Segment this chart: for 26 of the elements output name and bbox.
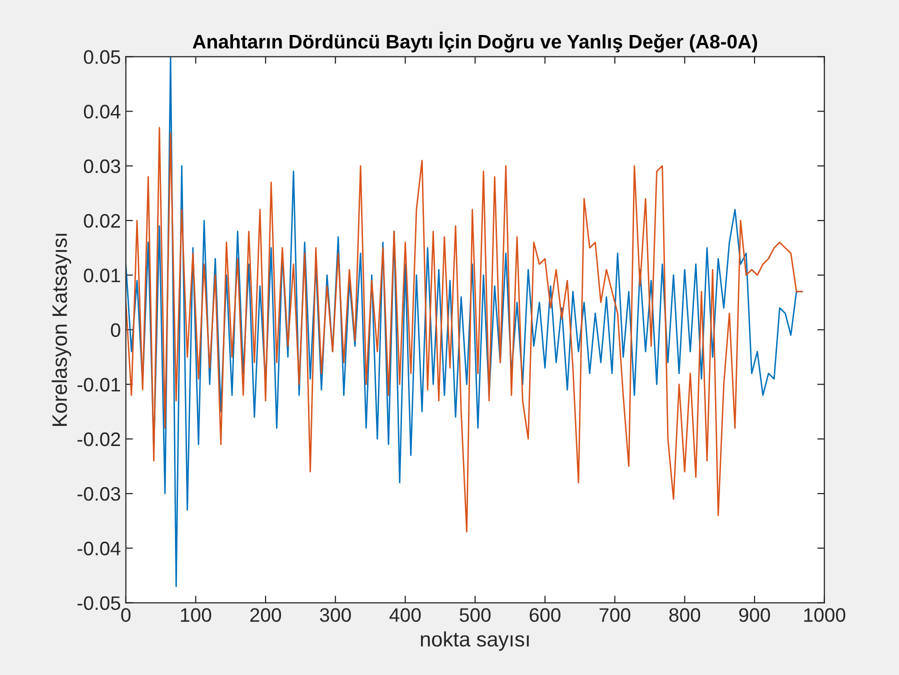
x-tick-label: 400 [389,608,421,622]
y-tick-label: -0.03 [78,487,120,501]
y-tick-label: 0.02 [84,214,120,228]
x-tick-label: 600 [530,608,560,622]
x-tick-label: 800 [669,608,700,622]
y-tick-label: 0.05 [84,50,120,64]
y-tick-label: -0.01 [78,378,120,392]
y-tick-label: -0.04 [78,542,120,556]
y-tick-label: -0.02 [78,432,120,446]
y-tick-label: 0.01 [84,268,120,282]
x-tick-label: 900 [739,608,770,622]
x-tick-label: 0 [121,608,131,622]
chart-title: Anahtarın Dördüncü Baytı İçin Doğru ve Yanlış Değer (A8-0A) [192,32,758,52]
y-axis-title: Korelasyon Katsayısı [52,234,72,426]
y-tick-label: -0.05 [78,596,120,610]
y-tick-label: 0.04 [84,104,120,119]
x-axis-title: nokta sayısı [420,631,529,651]
x-tick-label: 300 [320,608,351,622]
x-tick-label: 700 [600,608,630,622]
y-tick-label: 0.03 [84,159,120,174]
x-tick-label: 500 [460,608,491,622]
x-tick-label: 1000 [804,608,846,622]
y-tick-label: 0 [110,323,120,337]
line-series [126,126,803,532]
x-tick-label: 100 [180,608,212,622]
x-tick-label: 200 [250,608,282,622]
